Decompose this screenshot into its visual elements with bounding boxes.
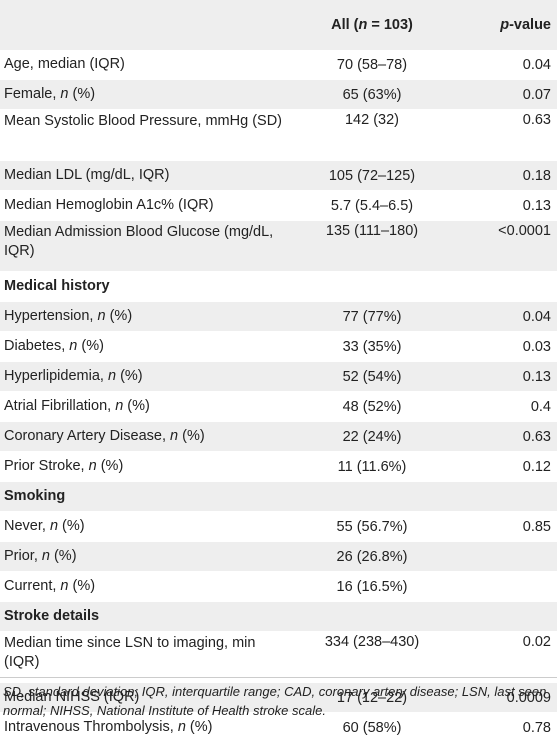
header-p-post: -value — [509, 17, 551, 33]
table-row: Median Admission Blood Glucose (mg/dL, I… — [0, 221, 557, 272]
row-label: Never, n (%) — [0, 512, 283, 542]
header-label-cell — [0, 0, 283, 50]
row-pvalue: 0.63 — [461, 110, 557, 161]
header-all-post: = 103) — [367, 17, 413, 33]
table-row: Current, n (%) 16 (16.5%) — [0, 572, 557, 602]
row-value: 11 (11.6%) — [283, 452, 461, 482]
row-value: 26 (26.8%) — [283, 542, 461, 572]
table-footnote: SD, standard deviation; IQR, interquarti… — [3, 682, 553, 720]
row-label: Female, n (%) — [0, 80, 283, 110]
table-figure: All (n = 103) p-value Age, median (IQR) … — [0, 0, 557, 727]
table-row: Prior, n (%) 26 (26.8%) — [0, 542, 557, 572]
row-value: 135 (111–180) — [283, 221, 461, 272]
row-label: Prior Stroke, n (%) — [0, 452, 283, 482]
table-row: Atrial Fibrillation, n (%) 48 (52%) 0.4 — [0, 392, 557, 422]
row-pvalue: 0.13 — [461, 191, 557, 221]
table-row: Coronary Artery Disease, n (%) 22 (24%) … — [0, 422, 557, 452]
section-heading-row: Smoking — [0, 482, 557, 512]
header-all-n: n — [358, 17, 367, 33]
row-pvalue: <0.0001 — [461, 221, 557, 272]
header-p-cell: p-value — [461, 0, 557, 50]
row-label: Median time since LSN to imaging, min (I… — [0, 632, 283, 683]
row-value: 334 (238–430) — [283, 632, 461, 683]
row-pvalue: 0.13 — [461, 362, 557, 392]
row-label: Hypertension, n (%) — [0, 302, 283, 332]
row-pvalue — [461, 572, 557, 602]
row-pvalue: 0.4 — [461, 392, 557, 422]
row-value: 70 (58–78) — [283, 50, 461, 80]
row-label: Median Admission Blood Glucose (mg/dL, I… — [0, 221, 283, 272]
row-value: 52 (54%) — [283, 362, 461, 392]
row-pvalue: 0.04 — [461, 50, 557, 80]
row-pvalue: 0.12 — [461, 452, 557, 482]
section-heading-row: Medical history — [0, 272, 557, 302]
table-row: Prior Stroke, n (%) 11 (11.6%) 0.12 — [0, 452, 557, 482]
section-heading-row: Stroke details — [0, 602, 557, 632]
table-row: Median time since LSN to imaging, min (I… — [0, 632, 557, 683]
row-label: Diabetes, n (%) — [0, 332, 283, 362]
row-value: 77 (77%) — [283, 302, 461, 332]
table-row: Hyperlipidemia, n (%) 52 (54%) 0.13 — [0, 362, 557, 392]
row-label: Median LDL (mg/dL, IQR) — [0, 161, 283, 191]
row-value: 22 (24%) — [283, 422, 461, 452]
table-row: Median Hemoglobin A1c% (IQR) 5.7 (5.4–6.… — [0, 191, 557, 221]
row-label: Age, median (IQR) — [0, 50, 283, 80]
header-p-pre: p — [500, 17, 509, 33]
footnote-divider — [0, 677, 557, 678]
row-pvalue — [461, 542, 557, 572]
table-row: Diabetes, n (%) 33 (35%) 0.03 — [0, 332, 557, 362]
row-label: Median Hemoglobin A1c% (IQR) — [0, 191, 283, 221]
table-row: Age, median (IQR) 70 (58–78) 0.04 — [0, 50, 557, 80]
row-pvalue: 0.02 — [461, 632, 557, 683]
table-row: Median LDL (mg/dL, IQR) 105 (72–125) 0.1… — [0, 161, 557, 191]
section-heading-smoking: Smoking — [0, 482, 557, 512]
row-label: Coronary Artery Disease, n (%) — [0, 422, 283, 452]
row-pvalue: 0.85 — [461, 512, 557, 542]
row-pvalue: 0.18 — [461, 161, 557, 191]
row-label: Mean Systolic Blood Pressure, mmHg (SD) — [0, 110, 283, 161]
table-row: Hypertension, n (%) 77 (77%) 0.04 — [0, 302, 557, 332]
header-all-cell: All (n = 103) — [283, 0, 461, 50]
table-row: Never, n (%) 55 (56.7%) 0.85 — [0, 512, 557, 542]
row-pvalue: 0.63 — [461, 422, 557, 452]
section-heading-stroke-details: Stroke details — [0, 602, 557, 632]
header-all-pre: All ( — [331, 17, 358, 33]
row-value: 105 (72–125) — [283, 161, 461, 191]
row-pvalue: 0.07 — [461, 80, 557, 110]
row-label: Prior, n (%) — [0, 542, 283, 572]
row-value: 33 (35%) — [283, 332, 461, 362]
section-heading-medical-history: Medical history — [0, 272, 557, 302]
row-label: Current, n (%) — [0, 572, 283, 602]
row-value: 142 (32) — [283, 110, 461, 161]
row-value: 55 (56.7%) — [283, 512, 461, 542]
row-value: 16 (16.5%) — [283, 572, 461, 602]
row-value: 5.7 (5.4–6.5) — [283, 191, 461, 221]
row-value: 48 (52%) — [283, 392, 461, 422]
table-row: Mean Systolic Blood Pressure, mmHg (SD) … — [0, 110, 557, 161]
row-label: Atrial Fibrillation, n (%) — [0, 392, 283, 422]
row-value: 65 (63%) — [283, 80, 461, 110]
row-pvalue: 0.04 — [461, 302, 557, 332]
row-pvalue: 0.03 — [461, 332, 557, 362]
row-label: Hyperlipidemia, n (%) — [0, 362, 283, 392]
header-row: All (n = 103) p-value — [0, 0, 557, 50]
table-row: Female, n (%) 65 (63%) 0.07 — [0, 80, 557, 110]
